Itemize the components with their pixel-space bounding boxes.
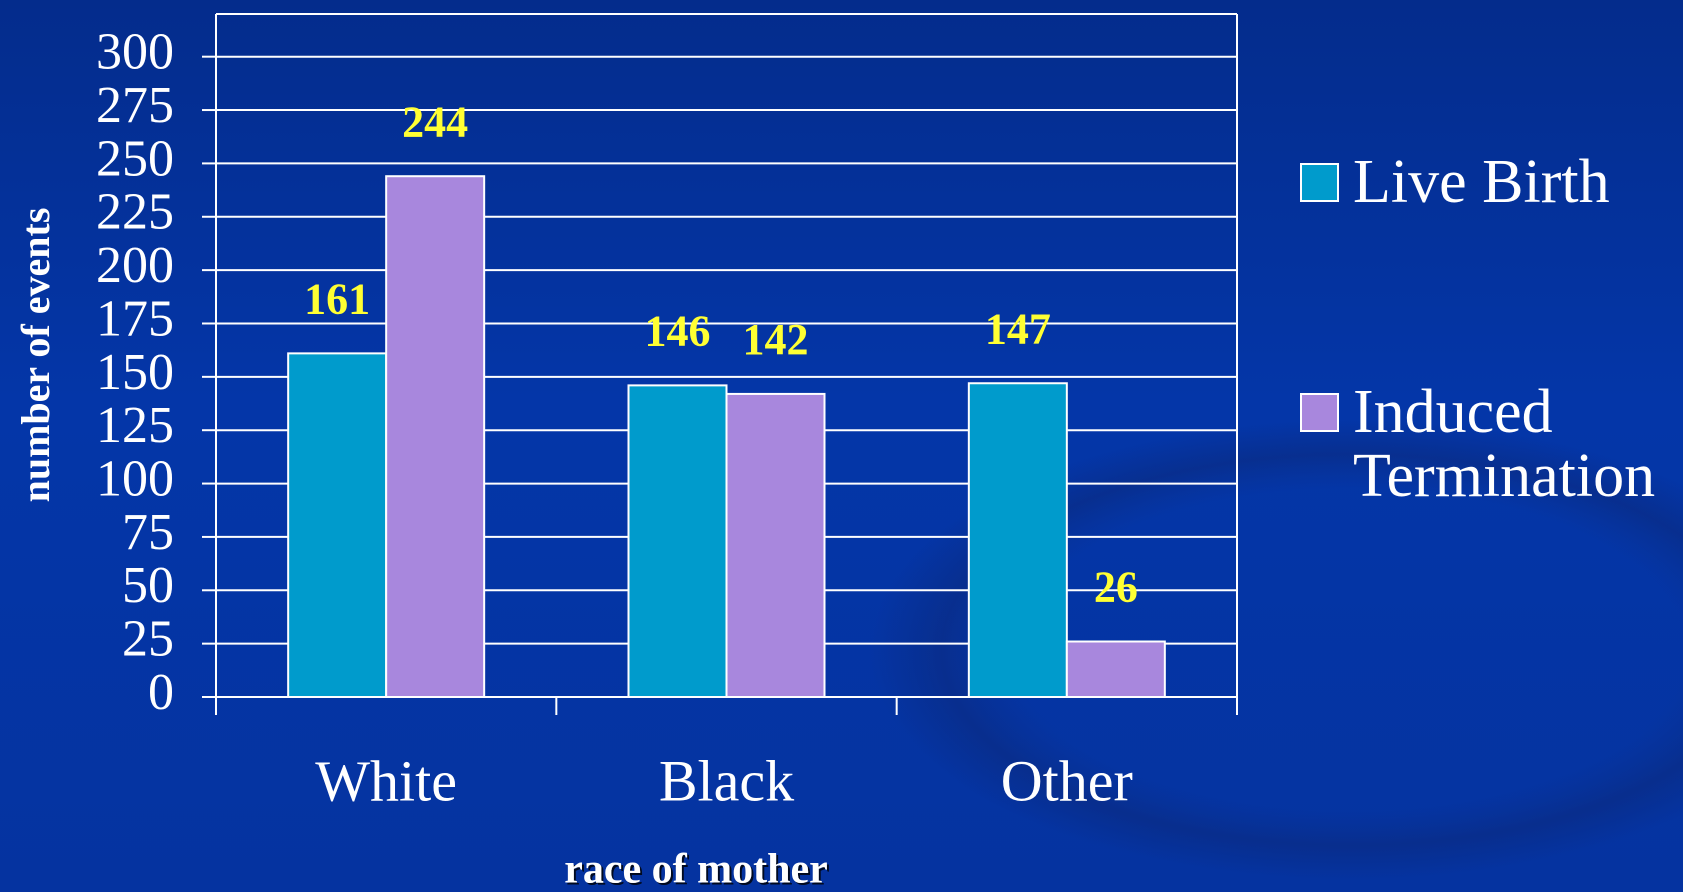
y-tick-label: 25 [122, 611, 174, 668]
legend-label: Induced Termination [1353, 378, 1656, 510]
y-tick-label: 225 [96, 184, 174, 241]
y-tick-label: 250 [96, 130, 174, 187]
y-tick-label: 125 [96, 397, 174, 454]
y-tick-label: 200 [96, 237, 174, 294]
value-label: 161 [304, 274, 370, 323]
legend-label: Live Birth [1353, 148, 1610, 216]
y-tick-label: 100 [96, 451, 174, 508]
bar [1065, 640, 1166, 698]
y-tick-label: 275 [96, 77, 174, 134]
y-tick-label: 150 [96, 344, 174, 401]
value-label: 142 [743, 315, 809, 364]
legend-swatch [1300, 163, 1339, 202]
value-label: 146 [645, 306, 711, 355]
value-label: 244 [402, 97, 468, 146]
value-label: 26 [1094, 563, 1138, 612]
background-swirl [870, 420, 1683, 880]
bar [385, 175, 486, 698]
y-tick-label: 175 [96, 290, 174, 347]
y-tick-label: 300 [96, 24, 174, 81]
y-tick-label: 75 [122, 504, 174, 561]
x-tick-label: White [315, 748, 457, 813]
value-label: 147 [985, 304, 1051, 353]
bar [287, 352, 388, 698]
y-tick-label: 50 [122, 557, 174, 614]
x-tick-label: Black [659, 748, 794, 813]
bar [627, 384, 728, 698]
bar [725, 392, 826, 698]
x-tick-label: Other [1001, 748, 1133, 813]
legend-swatch [1300, 393, 1339, 432]
bar [967, 382, 1068, 698]
x-axis-title: race of mother [564, 847, 828, 892]
y-tick-label: 0 [148, 664, 174, 721]
y-axis-title: number of events [13, 208, 58, 503]
